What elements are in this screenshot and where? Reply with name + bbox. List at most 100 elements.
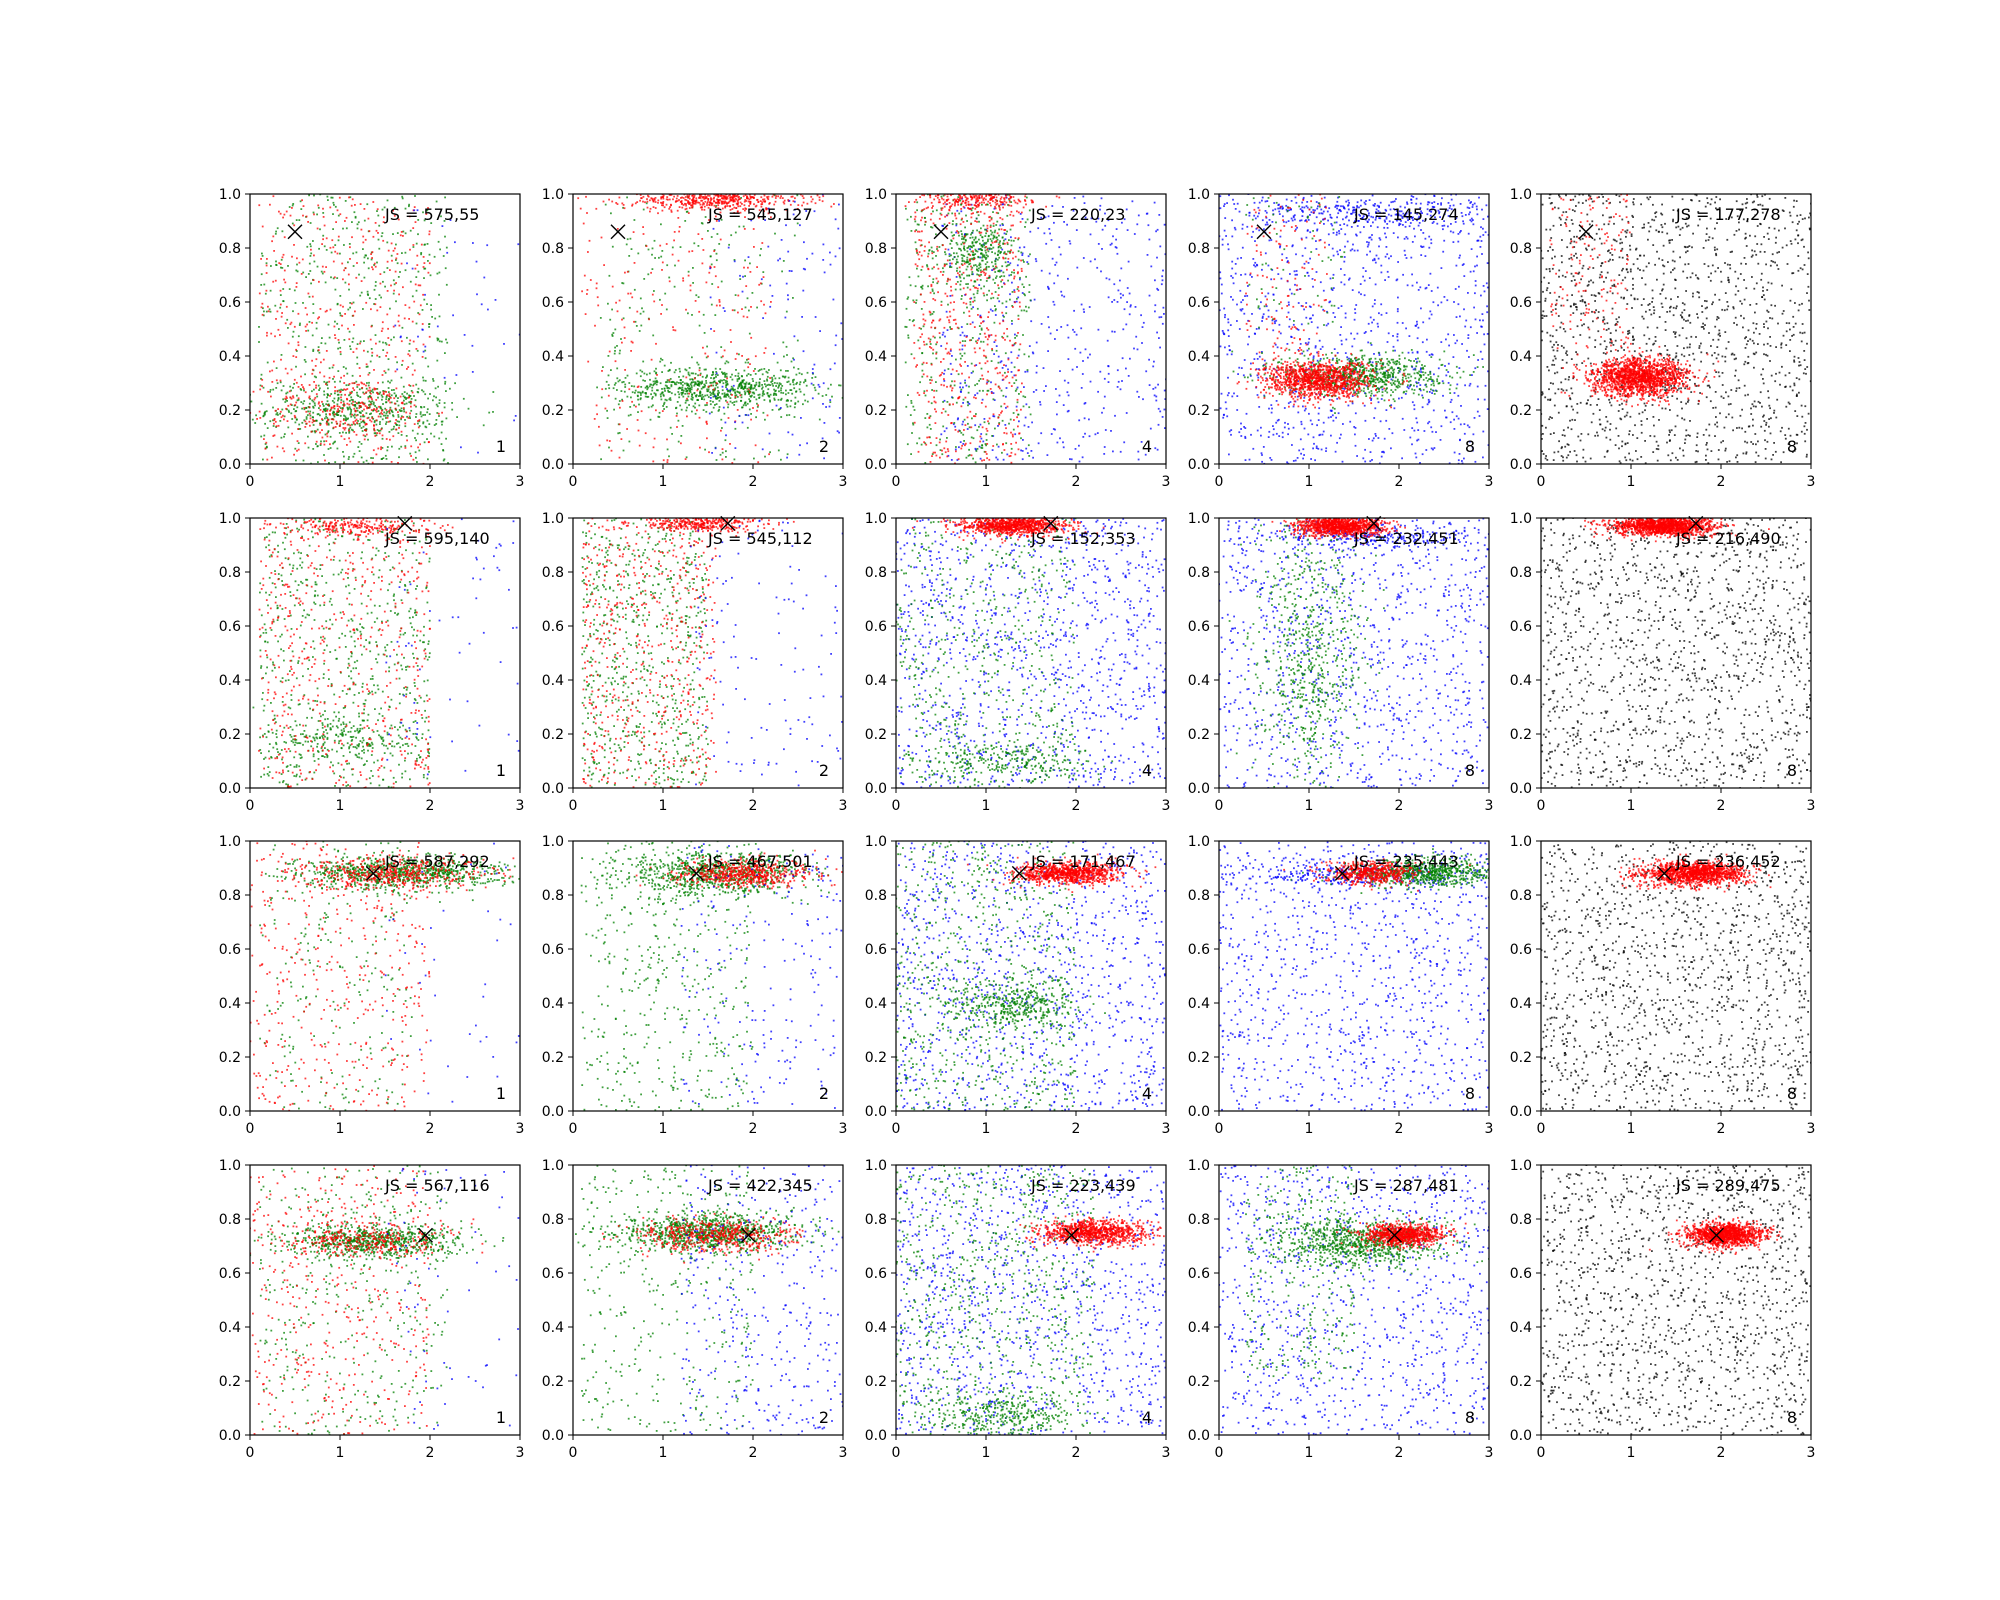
data-point xyxy=(1122,294,1124,297)
data-point xyxy=(766,414,769,417)
data-point xyxy=(1046,454,1049,456)
data-point xyxy=(353,389,356,391)
data-point xyxy=(346,372,349,375)
data-point xyxy=(979,256,982,259)
data-point xyxy=(980,437,983,440)
data-point xyxy=(731,462,734,464)
data-point xyxy=(983,244,986,247)
data-point xyxy=(645,392,647,395)
data-point xyxy=(1035,260,1038,263)
data-point xyxy=(282,300,285,302)
data-point xyxy=(1067,409,1070,412)
data-point xyxy=(984,235,987,237)
data-point xyxy=(315,386,317,389)
data-point xyxy=(614,328,617,331)
data-point xyxy=(1067,277,1069,280)
data-point xyxy=(766,197,769,200)
data-point xyxy=(363,383,365,386)
data-point xyxy=(721,451,724,454)
data-point xyxy=(704,394,707,397)
data-point xyxy=(1015,334,1018,337)
data-point xyxy=(942,270,945,273)
data-point xyxy=(367,217,370,220)
data-point xyxy=(716,202,719,204)
data-point xyxy=(296,394,298,397)
data-point xyxy=(438,399,441,402)
data-point xyxy=(726,383,729,386)
data-point xyxy=(307,435,309,438)
data-point xyxy=(811,198,814,201)
data-point xyxy=(417,420,419,422)
data-point xyxy=(810,200,813,203)
data-point xyxy=(744,275,746,277)
data-point xyxy=(396,262,399,265)
data-point xyxy=(814,316,817,318)
data-point xyxy=(971,417,973,420)
data-point xyxy=(334,334,336,336)
data-point xyxy=(966,259,969,261)
data-point xyxy=(265,310,268,313)
data-point xyxy=(721,458,724,461)
data-point xyxy=(736,380,739,382)
data-point xyxy=(607,302,609,305)
data-point xyxy=(648,318,650,321)
data-point xyxy=(433,255,436,258)
data-point xyxy=(752,407,754,409)
data-point xyxy=(283,269,286,272)
data-point xyxy=(306,313,308,316)
data-point xyxy=(274,409,277,412)
data-point xyxy=(387,337,390,339)
data-point xyxy=(609,318,612,321)
data-point xyxy=(966,335,968,337)
data-point xyxy=(387,399,390,402)
data-point xyxy=(398,447,401,450)
data-point xyxy=(961,331,964,334)
data-point xyxy=(375,399,378,401)
data-point xyxy=(834,255,837,258)
data-point xyxy=(923,250,926,252)
data-point xyxy=(772,394,775,396)
data-point xyxy=(314,365,317,367)
data-point xyxy=(305,406,307,409)
data-point xyxy=(1129,304,1132,307)
data-point xyxy=(931,288,934,291)
data-point xyxy=(1035,341,1038,344)
data-point xyxy=(603,264,605,266)
data-point xyxy=(428,441,430,443)
data-point xyxy=(373,421,376,424)
data-point xyxy=(1001,302,1004,305)
data-point xyxy=(608,274,611,277)
data-point xyxy=(662,196,664,198)
data-point xyxy=(916,223,919,226)
data-point xyxy=(769,400,771,403)
data-point xyxy=(736,200,739,202)
data-point xyxy=(367,384,370,387)
data-point xyxy=(741,375,743,378)
data-point xyxy=(929,338,932,341)
data-point xyxy=(762,390,765,392)
data-point xyxy=(415,405,417,408)
data-point xyxy=(932,222,935,225)
data-point xyxy=(715,371,718,373)
data-point xyxy=(640,324,643,327)
data-point xyxy=(359,396,362,398)
data-point xyxy=(665,399,668,402)
data-point xyxy=(408,318,410,320)
data-point xyxy=(1034,258,1037,260)
data-point xyxy=(360,412,362,414)
data-point xyxy=(994,334,997,337)
data-point xyxy=(1009,228,1012,231)
data-point xyxy=(375,419,378,422)
data-point xyxy=(1024,226,1026,228)
data-point xyxy=(717,286,720,289)
data-point xyxy=(607,394,610,397)
data-point xyxy=(279,294,282,296)
data-point xyxy=(454,241,456,244)
data-point xyxy=(376,208,379,211)
series-blue xyxy=(394,209,520,454)
data-point xyxy=(1022,439,1024,441)
data-point xyxy=(471,371,474,373)
data-point xyxy=(1081,373,1084,375)
data-point xyxy=(618,432,621,434)
data-point xyxy=(355,347,358,350)
